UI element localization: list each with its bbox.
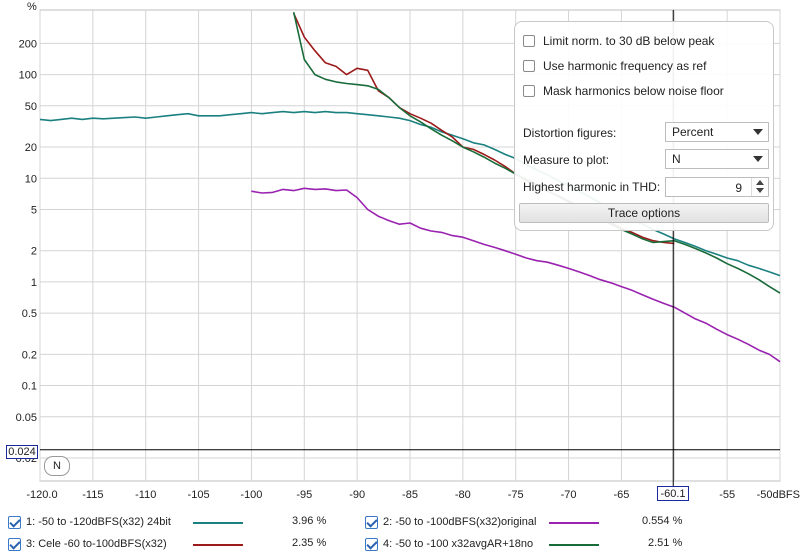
x-tick-label: -65 [613, 489, 629, 501]
x-tick-label: -50dBFS [757, 489, 800, 501]
x-tick-label: -100 [240, 489, 262, 501]
mask-harmonics-option[interactable]: Mask harmonics below noise floor [523, 84, 724, 98]
x-tick-label: -80 [455, 489, 471, 501]
spin-buttons[interactable] [751, 178, 768, 196]
x-tick-label: -110 [135, 489, 156, 501]
legend-value-1: 3.96 % [292, 515, 327, 527]
distortion-figures-label: Distortion figures: [523, 126, 617, 140]
limit-norm-checkbox[interactable] [523, 35, 535, 47]
legend-value-4: 2.51 % [648, 537, 683, 549]
legend-item-4[interactable]: 4: -50 to -100 x32avgAR+18no [365, 536, 533, 552]
distortion-figures-select[interactable]: Percent [665, 122, 769, 142]
checkbox-icon[interactable] [8, 515, 21, 529]
legend: 1: -50 to -120dBFS(x32) 24bit 3.96 % 3: … [0, 513, 800, 555]
x-tick-label: -90 [349, 489, 365, 501]
mask-harmonics-checkbox[interactable] [523, 85, 535, 97]
x-tick-label: -85 [402, 489, 418, 501]
series-line-2 [251, 187, 781, 363]
x-tick-label: -105 [188, 489, 210, 501]
highest-harmonic-value: 9 [735, 181, 742, 195]
y-tick-label: 0.2 [22, 349, 37, 361]
x-tick-label: -70 [561, 489, 577, 501]
legend-swatch-4 [549, 544, 599, 546]
series-layer [39, 12, 781, 363]
legend-label-1: 1: -50 to -120dBFS(x32) 24bit [26, 516, 171, 528]
highest-harmonic-label: Highest harmonic in THD: [523, 180, 661, 194]
spin-down-icon[interactable] [756, 188, 764, 193]
limit-norm-label: Limit norm. to 30 dB below peak [543, 34, 715, 48]
y-tick-label: 2 [31, 246, 37, 258]
measure-badge[interactable]: N [44, 456, 70, 476]
y-tick-label: 0.1 [22, 381, 37, 393]
y-tick-label: 50 [25, 101, 37, 113]
mask-harmonics-label: Mask harmonics below noise floor [543, 84, 724, 98]
axes: -120.0 -115 -110 -105 -100 -95 -90 -85 -80 -75 -70… [16, 1, 800, 501]
noise-level-readout[interactable]: 0.024 [6, 445, 38, 459]
limit-norm-option[interactable]: Limit norm. to 30 dB below peak [523, 34, 714, 48]
measure-to-plot-value: N [672, 152, 681, 166]
legend-label-4: 4: -50 to -100 x32avgAR+18no [383, 538, 534, 550]
legend-label-2: 2: -50 to -100dBFS(x32)original [383, 516, 537, 528]
legend-swatch-3 [193, 544, 243, 546]
cursor-readout[interactable]: -60.1 [657, 486, 689, 501]
checkbox-icon[interactable] [365, 515, 378, 529]
y-tick-label: 10 [25, 173, 37, 185]
measure-to-plot-label: Measure to plot: [523, 153, 610, 167]
chevron-down-icon [753, 156, 763, 162]
spin-up-icon[interactable] [756, 180, 764, 185]
y-tick-label: 100 [19, 70, 37, 82]
trace-options-button[interactable]: Trace options [519, 203, 769, 223]
harmonic-freq-option[interactable]: Use harmonic frequency as ref [523, 59, 706, 73]
y-tick-label: 20 [25, 142, 37, 154]
y-tick-label: 0.5 [22, 308, 37, 320]
x-tick-label: -75 [508, 489, 524, 501]
x-tick-label: -115 [82, 489, 103, 501]
measure-to-plot-select[interactable]: N [665, 149, 769, 169]
legend-label-3: 3: Cele -60 to-100dBFS(x32) [26, 538, 167, 550]
x-tick-label: -120.0 [26, 489, 57, 501]
chevron-down-icon [753, 129, 763, 135]
harmonic-freq-label: Use harmonic frequency as ref [543, 59, 707, 73]
options-panel: Limit norm. to 30 dB below peak Use harm… [514, 21, 774, 231]
legend-item-1[interactable]: 1: -50 to -120dBFS(x32) 24bit [8, 514, 171, 530]
x-tick-label: -55 [719, 489, 735, 501]
y-axis-unit: % [27, 1, 37, 13]
checkbox-icon[interactable] [365, 537, 378, 551]
legend-value-2: 0.554 % [642, 515, 683, 527]
checkbox-icon[interactable] [8, 537, 21, 551]
harmonic-freq-checkbox[interactable] [523, 60, 535, 72]
highest-harmonic-spinbox[interactable]: 9 [665, 177, 769, 197]
legend-swatch-1 [193, 522, 243, 524]
legend-value-3: 2.35 % [292, 537, 327, 549]
series-line-1 [39, 110, 781, 277]
x-tick-label: -95 [296, 489, 312, 501]
y-tick-label: 5 [31, 204, 37, 216]
distortion-figures-value: Percent [672, 125, 714, 139]
legend-item-2[interactable]: 2: -50 to -100dBFS(x32)original [365, 514, 536, 530]
y-tick-label: 200 [19, 38, 37, 50]
y-tick-label: 1 [31, 277, 37, 289]
legend-swatch-2 [549, 522, 599, 524]
legend-item-3[interactable]: 3: Cele -60 to-100dBFS(x32) [8, 536, 167, 552]
y-tick-label: 0.05 [16, 412, 37, 424]
